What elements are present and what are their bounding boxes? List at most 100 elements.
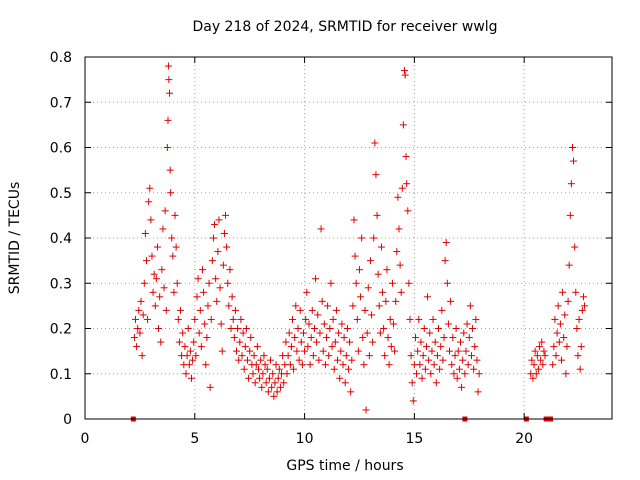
data-point <box>265 374 273 382</box>
data-point <box>353 315 361 323</box>
data-point <box>327 279 335 287</box>
data-point <box>346 338 354 346</box>
data-point <box>157 338 165 346</box>
data-point <box>422 343 430 351</box>
data-point <box>348 356 356 364</box>
data-point <box>386 315 394 323</box>
data-point <box>559 288 567 296</box>
data-point <box>152 275 160 283</box>
data-point <box>363 329 371 337</box>
data-point <box>280 379 288 387</box>
data-point <box>455 365 463 373</box>
data-point <box>303 288 311 296</box>
data-point <box>239 329 247 337</box>
data-point <box>553 329 561 337</box>
data-point <box>448 361 456 369</box>
data-point <box>395 225 403 233</box>
data-point <box>391 347 399 355</box>
data-point <box>325 352 333 360</box>
data-point <box>539 361 547 369</box>
data-point <box>158 266 166 274</box>
data-point <box>225 302 233 310</box>
data-point <box>164 62 172 70</box>
data-point <box>341 379 349 387</box>
data-point <box>269 370 277 378</box>
data-point <box>393 248 401 256</box>
data-point <box>461 370 469 378</box>
data-point <box>398 184 406 192</box>
data-point <box>555 338 563 346</box>
data-point <box>166 89 174 97</box>
data-point <box>137 297 145 305</box>
data-point <box>342 352 350 360</box>
data-point <box>141 229 149 237</box>
data-point <box>335 329 343 337</box>
data-point <box>298 361 306 369</box>
data-point <box>220 229 228 237</box>
x-tick-label: 5 <box>190 431 199 447</box>
data-point <box>452 325 460 332</box>
data-point <box>203 334 211 342</box>
data-point <box>140 279 148 287</box>
data-point <box>202 361 210 369</box>
data-point <box>229 315 237 323</box>
data-point <box>172 243 180 251</box>
data-point <box>401 71 409 79</box>
data-point <box>416 361 424 369</box>
data-point <box>171 211 179 219</box>
data-point <box>409 397 417 405</box>
data-point <box>394 193 402 201</box>
data-point <box>251 379 259 387</box>
data-point <box>562 370 570 378</box>
data-point <box>566 211 574 219</box>
data-point <box>469 325 477 332</box>
data-point <box>537 356 545 364</box>
data-point <box>226 266 234 274</box>
x-axis-ticks: 0 5 10 15 20 <box>81 57 533 447</box>
data-point <box>144 315 152 323</box>
data-point <box>560 334 568 342</box>
data-point <box>216 284 224 292</box>
data-point <box>196 306 204 314</box>
data-point <box>183 352 191 360</box>
data-point <box>578 306 586 314</box>
data-point <box>406 315 414 323</box>
data-point <box>262 379 270 387</box>
y-axis-ticks: 0 0.1 0.2 0.3 0.4 0.5 0.6 0.7 0.8 <box>50 50 612 428</box>
data-point <box>459 356 467 364</box>
data-point <box>215 216 223 224</box>
data-point <box>160 284 168 292</box>
data-point <box>466 302 474 310</box>
data-point <box>318 297 326 305</box>
data-point <box>339 361 347 369</box>
data-point <box>462 347 470 355</box>
data-point <box>411 334 419 342</box>
data-point <box>206 383 214 391</box>
data-point <box>139 311 147 319</box>
data-point <box>432 379 440 387</box>
data-point <box>308 306 316 314</box>
data-point <box>430 361 438 369</box>
data-point <box>213 297 221 305</box>
data-point <box>379 288 387 296</box>
y-tick-label: 0.5 <box>50 186 72 202</box>
data-point <box>227 325 235 332</box>
data-point <box>570 157 578 165</box>
data-point <box>340 334 348 342</box>
data-point <box>568 144 576 151</box>
data-point <box>270 392 278 400</box>
data-point <box>323 334 331 342</box>
data-point <box>274 374 282 382</box>
data-point <box>230 334 238 342</box>
data-point <box>181 343 189 351</box>
data-point <box>245 374 253 382</box>
data-point <box>470 365 478 373</box>
data-point <box>437 343 445 351</box>
data-point <box>465 334 473 342</box>
data-point <box>396 261 404 269</box>
data-point <box>197 343 205 351</box>
data-points <box>130 62 589 414</box>
data-point <box>304 343 312 351</box>
data-point <box>224 279 232 287</box>
data-point <box>385 361 393 369</box>
